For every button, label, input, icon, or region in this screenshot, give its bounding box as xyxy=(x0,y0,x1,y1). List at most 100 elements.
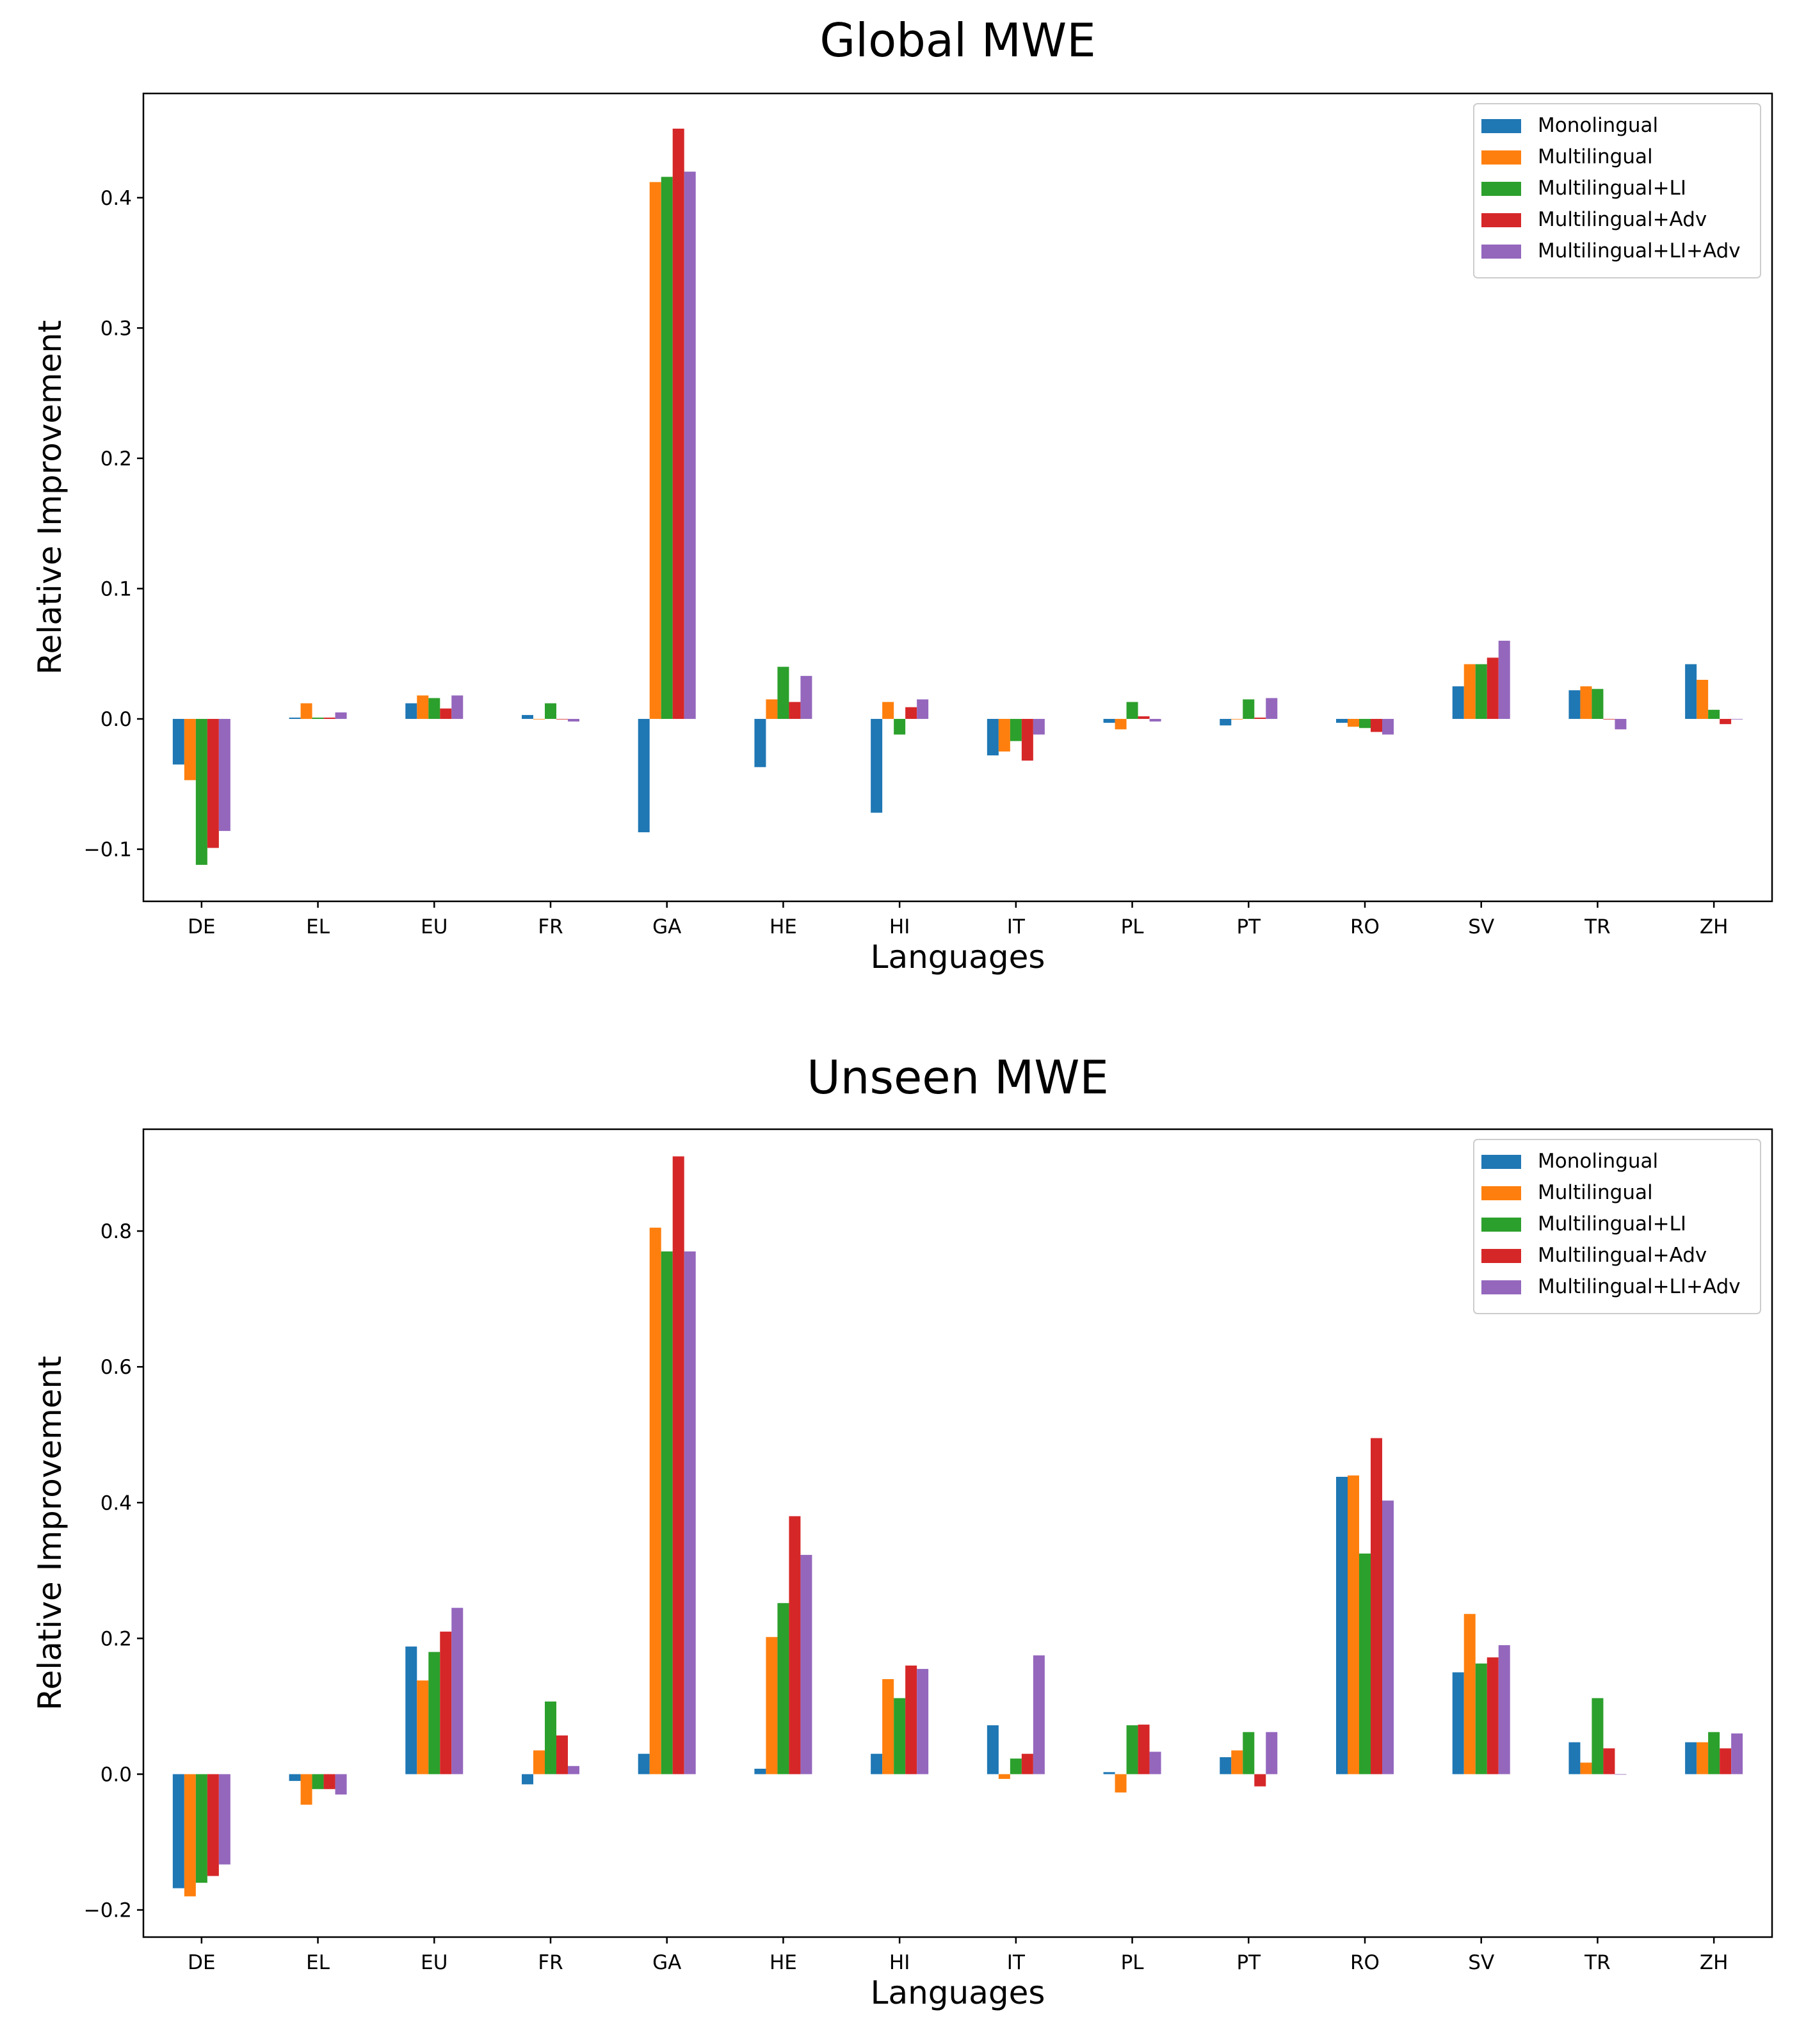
bar-multilingual-plus-li-hi xyxy=(894,1698,906,1774)
x-tick-label: PT xyxy=(1236,1951,1261,1974)
bar-monolingual-eu xyxy=(405,1646,417,1774)
x-tick-label: PL xyxy=(1121,1951,1145,1974)
legend-swatch-multilingual xyxy=(1481,150,1521,165)
bar-monolingual-zh xyxy=(1685,664,1697,720)
x-tick-label: TR xyxy=(1584,915,1610,938)
x-tick-label: HE xyxy=(770,1951,797,1974)
y-tick-label: 0.8 xyxy=(101,1220,132,1243)
bar-multilingual-plus-li-pt xyxy=(1243,699,1255,720)
x-tick-label: IT xyxy=(1007,915,1026,938)
bar-multilingual-plus-li-fr xyxy=(545,703,556,720)
legend-label-multilingual-plus-li-plus-adv: Multilingual+LI+Adv xyxy=(1538,239,1741,262)
bar-multilingual-plus-adv-he xyxy=(789,702,801,720)
bar-multilingual-plus-li-plus-adv-he xyxy=(800,675,812,720)
bar-multilingual-plus-li-plus-adv-el xyxy=(335,712,347,720)
bar-multilingual-plus-adv-pt xyxy=(1254,717,1266,720)
y-tick-label: 0.4 xyxy=(101,187,132,210)
legend-label-multilingual-plus-li-plus-adv: Multilingual+LI+Adv xyxy=(1538,1275,1741,1298)
legend-box xyxy=(1473,103,1761,278)
bar-multilingual-plus-adv-hi xyxy=(905,1665,917,1774)
bar-multilingual-plus-li-plus-adv-zh xyxy=(1731,1733,1743,1774)
x-tick-label: EL xyxy=(306,915,330,938)
y-tick-label: 0.2 xyxy=(101,1627,132,1650)
bar-monolingual-pl xyxy=(1103,1772,1115,1774)
bar-multilingual-plus-adv-zh xyxy=(1720,719,1732,725)
bar-multilingual-pl xyxy=(1115,719,1127,730)
bar-monolingual-ga xyxy=(638,719,650,833)
bar-multilingual-plus-adv-pt xyxy=(1254,1774,1266,1787)
bar-multilingual-plus-adv-it xyxy=(1021,719,1033,761)
bar-multilingual-plus-li-ro xyxy=(1359,719,1371,728)
bar-multilingual-plus-adv-sv xyxy=(1487,657,1499,720)
bar-multilingual-plus-li-eu xyxy=(428,1652,440,1774)
bar-multilingual-plus-li-sv xyxy=(1475,1663,1487,1774)
bar-multilingual-plus-adv-ro xyxy=(1371,1438,1382,1774)
bar-multilingual-pt xyxy=(1231,719,1243,720)
bar-multilingual-plus-li-ga xyxy=(661,1251,673,1774)
bar-monolingual-ro xyxy=(1336,1476,1348,1774)
x-tick-label: IT xyxy=(1007,1951,1026,1974)
bar-multilingual-plus-adv-ga xyxy=(672,128,684,720)
bar-monolingual-fr xyxy=(522,714,533,720)
x-tick-label: EL xyxy=(306,1951,330,1974)
bar-multilingual-plus-li-plus-adv-it xyxy=(1033,719,1045,735)
bar-multilingual-plus-adv-pl xyxy=(1138,716,1150,720)
bar-multilingual-sv xyxy=(1463,664,1476,720)
bar-multilingual-plus-adv-tr xyxy=(1603,719,1615,720)
bar-multilingual-plus-li-plus-adv-el xyxy=(335,1774,347,1795)
bar-multilingual-plus-adv-fr xyxy=(556,1735,568,1774)
x-tick-label: DE xyxy=(188,915,215,938)
bar-monolingual-ro xyxy=(1336,719,1348,723)
bar-monolingual-sv xyxy=(1452,1672,1464,1774)
bar-multilingual-plus-li-plus-adv-hi xyxy=(917,1669,929,1774)
x-axis-label: Languages xyxy=(871,1974,1045,2011)
bar-multilingual-plus-li-plus-adv-pt xyxy=(1266,698,1278,720)
x-tick-label: HE xyxy=(770,915,797,938)
x-tick-label: PT xyxy=(1236,915,1261,938)
x-tick-label: ZH xyxy=(1700,1951,1729,1974)
bar-multilingual-plus-li-hi xyxy=(894,719,906,735)
bar-multilingual-plus-li-plus-adv-pl xyxy=(1149,719,1161,722)
bar-multilingual-plus-li-plus-adv-pl xyxy=(1149,1751,1161,1774)
legend-swatch-multilingual-plus-adv xyxy=(1481,213,1521,227)
bar-multilingual-plus-li-tr xyxy=(1592,689,1604,720)
bar-multilingual-hi xyxy=(882,702,894,720)
global-mwe-chart: Global MWE −0.1 0.0 0.1 0.2 0.3 0.4 DE EL EU FR GA H… xyxy=(31,13,1773,976)
bar-monolingual-it xyxy=(987,1725,999,1774)
bar-monolingual-pl xyxy=(1103,719,1115,723)
bar-multilingual-plus-li-plus-adv-fr xyxy=(568,719,579,722)
bar-multilingual-plus-adv-hi xyxy=(905,707,917,720)
legend-label-multilingual: Multilingual xyxy=(1538,1181,1653,1204)
legend-box xyxy=(1473,1139,1761,1314)
x-tick-label: PL xyxy=(1121,915,1145,938)
legend: Monolingual Multilingual Multilingual+LI Mu… xyxy=(1473,1139,1761,1314)
y-tick-label: 0.3 xyxy=(101,317,132,340)
bar-multilingual-plus-adv-ro xyxy=(1371,719,1382,732)
bar-multilingual-plus-li-plus-adv-sv xyxy=(1498,1645,1510,1774)
bar-multilingual-plus-li-plus-adv-eu xyxy=(451,1607,464,1774)
bar-multilingual-de xyxy=(184,719,196,780)
x-tick-label: TR xyxy=(1584,1951,1610,1974)
bar-multilingual-tr xyxy=(1580,686,1592,720)
legend-swatch-multilingual-plus-li xyxy=(1481,1218,1521,1232)
bar-monolingual-ga xyxy=(638,1753,650,1774)
bar-monolingual-eu xyxy=(405,703,417,720)
x-tick-label: ZH xyxy=(1700,915,1729,938)
bar-multilingual-plus-adv-pl xyxy=(1138,1725,1150,1774)
bar-multilingual-plus-li-he xyxy=(777,666,789,720)
bar-multilingual-plus-adv-eu xyxy=(440,708,452,720)
bar-multilingual-plus-li-de xyxy=(195,719,207,865)
y-tick-label: 0.6 xyxy=(101,1356,132,1379)
bar-multilingual-plus-li-de xyxy=(195,1774,207,1883)
bar-multilingual-pl xyxy=(1115,1774,1127,1793)
plot-frame xyxy=(142,92,1773,903)
chart-title: Unseen MWE xyxy=(807,1050,1109,1104)
legend-label-monolingual: Monolingual xyxy=(1538,114,1658,137)
bar-monolingual-pt xyxy=(1220,719,1232,726)
chart-title: Global MWE xyxy=(819,13,1095,67)
x-tick-label: SV xyxy=(1468,915,1494,938)
bar-multilingual-plus-li-plus-adv-de xyxy=(218,1774,230,1865)
bar-multilingual-it xyxy=(998,1774,1010,1779)
bar-multilingual-plus-li-plus-adv-it xyxy=(1033,1655,1045,1774)
